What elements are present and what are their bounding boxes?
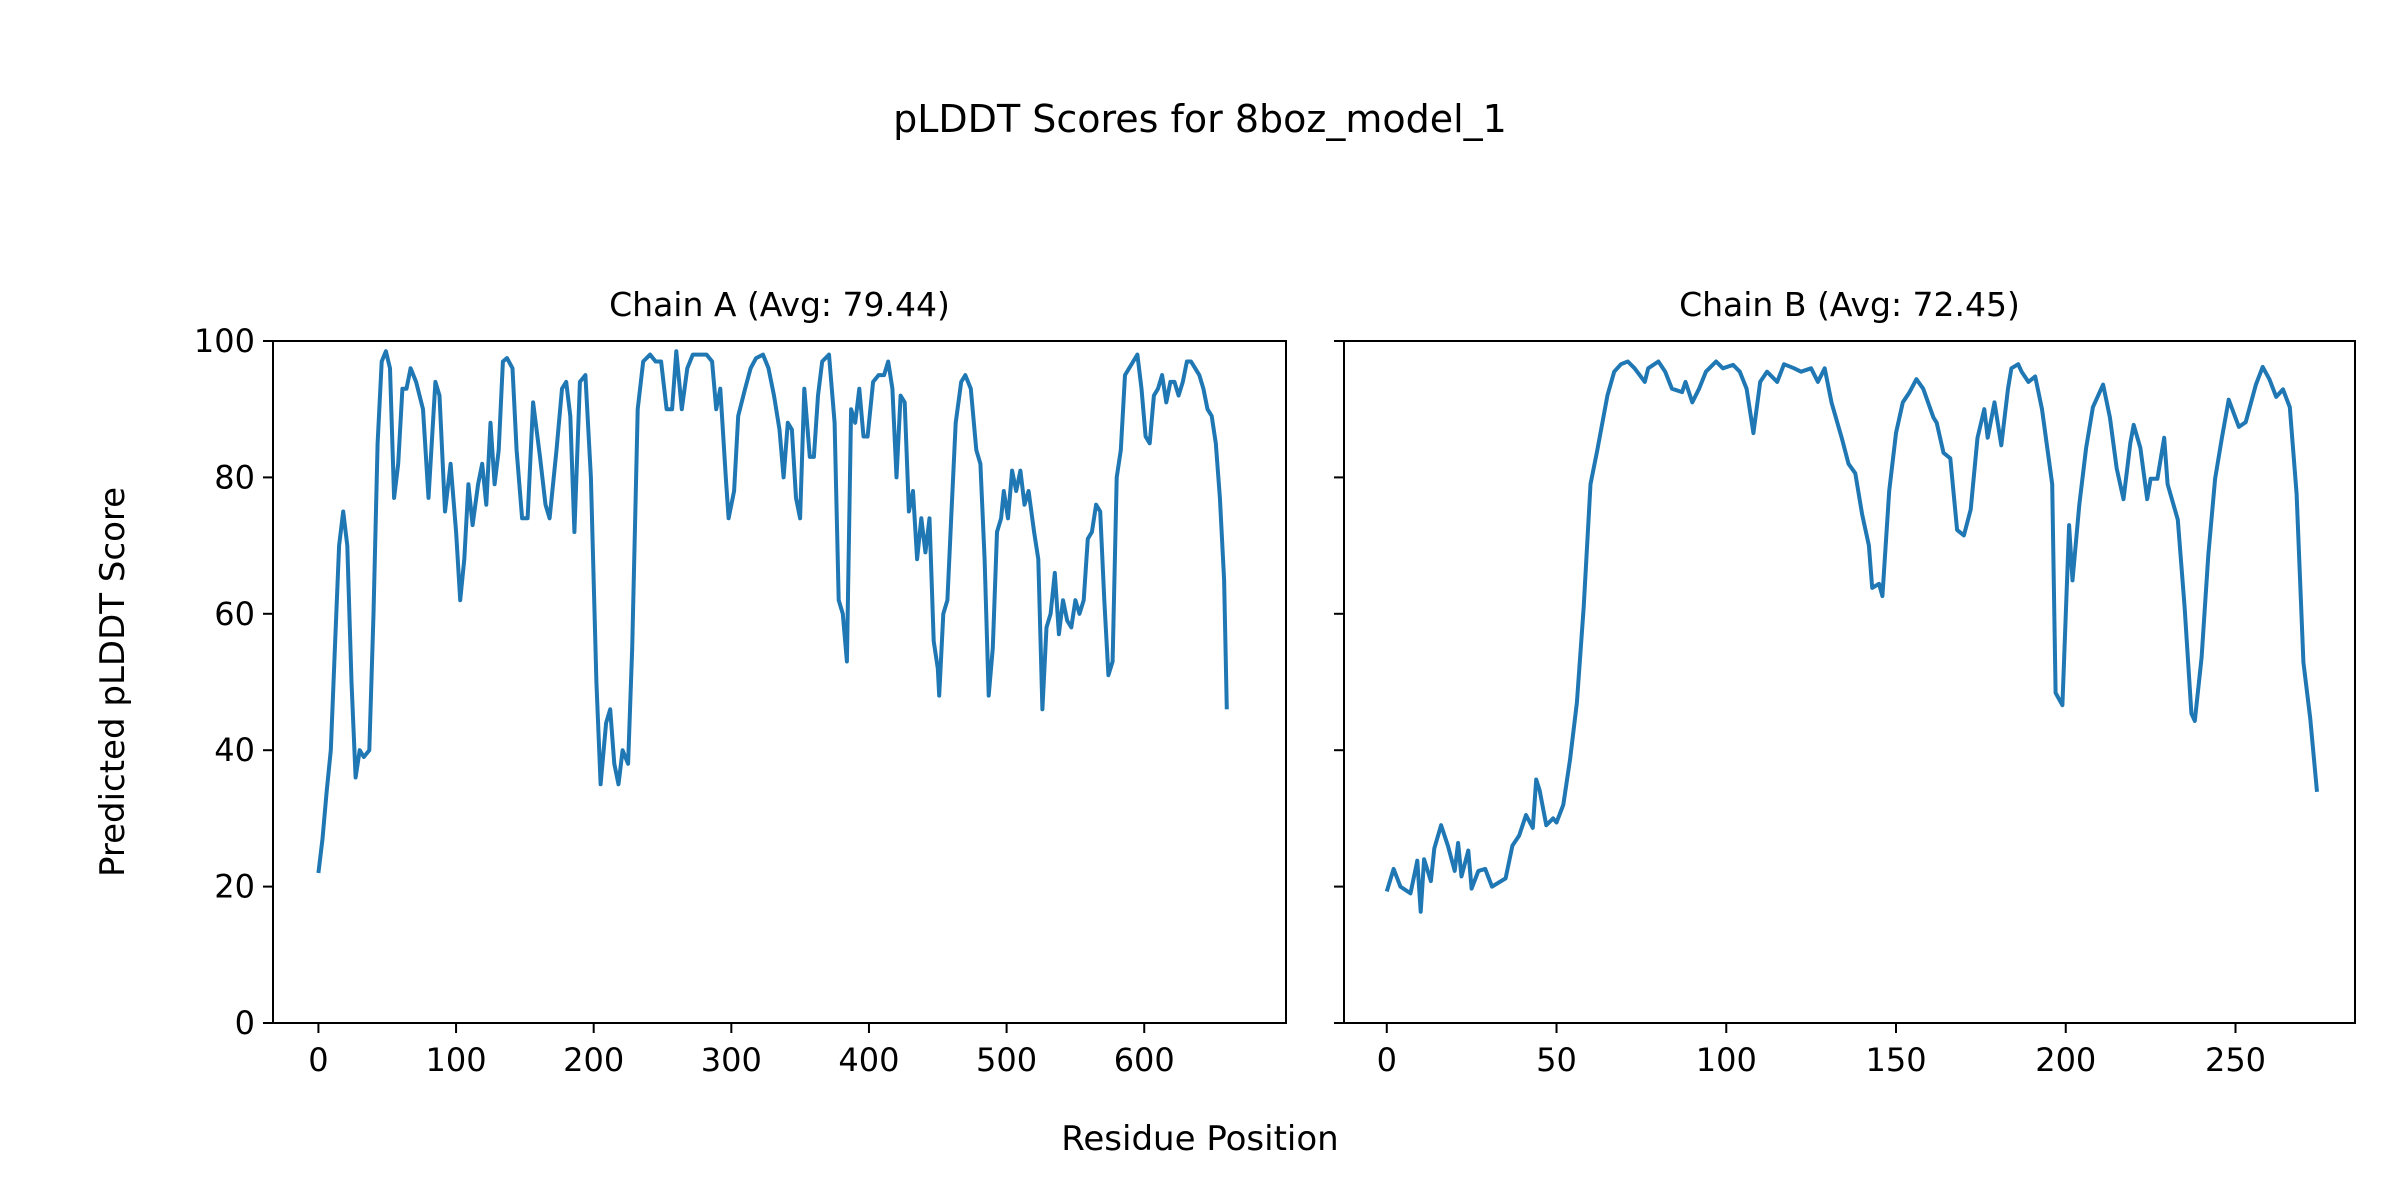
panel-title: Chain B (Avg: 72.45) bbox=[1679, 285, 2020, 324]
axes-frame bbox=[1343, 340, 2356, 1024]
x-tick-label: 200 bbox=[563, 1041, 624, 1079]
y-tick-label: 20 bbox=[214, 868, 255, 906]
x-tick-label: 150 bbox=[1865, 1041, 1926, 1079]
x-tick-label: 50 bbox=[1536, 1041, 1577, 1079]
series-line bbox=[316, 349, 1229, 874]
y-tick-label: 80 bbox=[214, 458, 255, 496]
panel-title: Chain A (Avg: 79.44) bbox=[609, 285, 950, 324]
y-tick-label: 100 bbox=[194, 322, 255, 360]
x-tick-label: 400 bbox=[838, 1041, 899, 1079]
series-line bbox=[1384, 359, 2319, 914]
y-axis-label: Predicted pLDDT Score bbox=[93, 487, 133, 877]
x-tick-label: 250 bbox=[2205, 1041, 2266, 1079]
x-tick-label: 0 bbox=[308, 1041, 328, 1079]
y-tick-label: 0 bbox=[235, 1004, 255, 1042]
y-tick-label: 40 bbox=[214, 731, 255, 769]
chart-title: pLDDT Scores for 8boz_model_1 bbox=[893, 97, 1507, 141]
x-tick-label: 300 bbox=[701, 1041, 762, 1079]
x-axis-label: Residue Position bbox=[1061, 1119, 1338, 1159]
x-tick-label: 600 bbox=[1114, 1041, 1175, 1079]
y-tick-label: 60 bbox=[214, 595, 255, 633]
axes-frame bbox=[272, 340, 1287, 1024]
x-tick-label: 500 bbox=[976, 1041, 1037, 1079]
panel-chain-a: Chain A (Avg: 79.44) 0 100 200 300 400 500 600 0… bbox=[194, 285, 1287, 1079]
x-tick-label: 100 bbox=[1696, 1041, 1757, 1079]
x-tick-label: 100 bbox=[426, 1041, 487, 1079]
panel-chain-b: Chain B (Avg: 72.45) 0 50 100 150 200 250 bbox=[1334, 285, 2356, 1079]
x-tick-label: 200 bbox=[2035, 1041, 2096, 1079]
x-tick-label: 0 bbox=[1377, 1041, 1397, 1079]
